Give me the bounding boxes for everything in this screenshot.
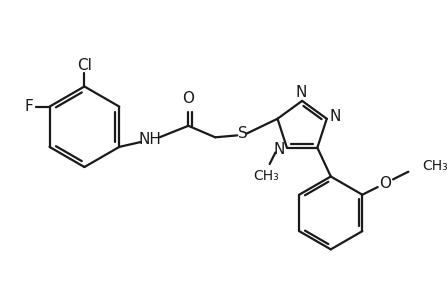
- Text: N: N: [296, 85, 307, 100]
- Text: N: N: [274, 142, 285, 157]
- Text: Cl: Cl: [77, 58, 92, 73]
- Text: O: O: [182, 91, 194, 106]
- Text: CH₃: CH₃: [422, 159, 448, 173]
- Text: F: F: [24, 99, 33, 114]
- Text: S: S: [238, 126, 248, 141]
- Text: N: N: [330, 109, 341, 124]
- Text: CH₃: CH₃: [253, 169, 279, 184]
- Text: O: O: [379, 176, 392, 191]
- Text: NH: NH: [138, 132, 161, 147]
